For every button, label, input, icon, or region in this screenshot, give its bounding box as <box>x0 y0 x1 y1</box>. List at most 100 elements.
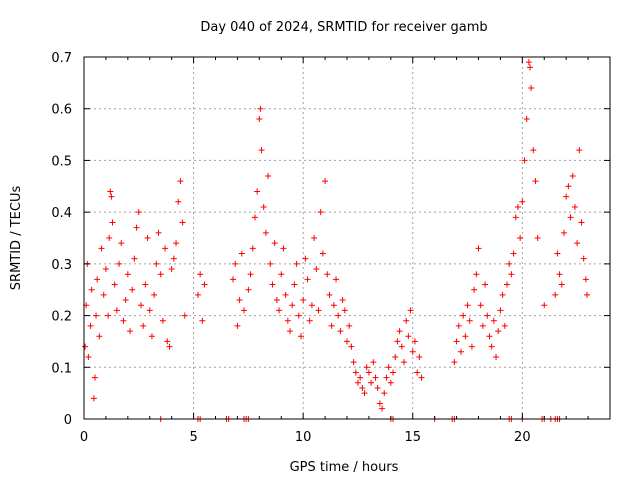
data-point <box>322 178 329 185</box>
data-point <box>236 297 243 304</box>
data-point <box>107 188 114 195</box>
data-point <box>490 317 497 324</box>
data-point <box>567 214 574 221</box>
y-tick-label: 0.5 <box>51 154 72 169</box>
data-point <box>164 338 171 345</box>
data-point <box>254 188 261 195</box>
data-point <box>140 322 147 329</box>
data-point <box>313 266 320 273</box>
data-point <box>326 291 333 298</box>
data-point <box>249 245 256 252</box>
data-point <box>194 291 201 298</box>
data-point <box>335 312 342 319</box>
y-tick-label: 0.4 <box>51 206 72 221</box>
data-point <box>302 255 309 262</box>
data-point <box>304 276 311 283</box>
data-point <box>94 276 101 283</box>
data-point <box>466 317 473 324</box>
data-point <box>508 271 515 278</box>
data-point <box>457 348 464 355</box>
data-point <box>230 276 237 283</box>
data-point <box>583 291 590 298</box>
y-tick-label: 0.7 <box>51 51 72 66</box>
x-tick-label: 20 <box>514 430 531 445</box>
data-point <box>354 379 361 386</box>
data-point <box>124 271 131 278</box>
data-point <box>85 353 92 360</box>
data-point <box>400 359 407 366</box>
data-point <box>576 147 583 154</box>
data-point <box>506 260 513 267</box>
data-point <box>532 178 539 185</box>
data-point <box>284 317 291 324</box>
data-point <box>311 235 318 241</box>
y-tick-label: 0.6 <box>51 103 72 118</box>
data-point <box>488 343 495 350</box>
data-point <box>133 224 140 231</box>
data-point <box>390 369 397 376</box>
data-point <box>499 291 506 298</box>
data-point <box>297 333 304 340</box>
data-point <box>403 317 410 324</box>
data-point <box>464 302 471 309</box>
data-point <box>359 384 366 391</box>
data-point <box>451 359 458 366</box>
data-point <box>88 286 95 293</box>
data-point <box>98 245 105 252</box>
data-point <box>517 235 524 241</box>
data-point <box>82 343 89 350</box>
data-point <box>510 250 517 257</box>
data-point <box>199 317 206 324</box>
y-tick-label: 0 <box>64 413 72 428</box>
data-point <box>315 307 322 314</box>
data-point <box>501 322 508 329</box>
data-point <box>293 260 300 267</box>
data-point <box>129 286 136 293</box>
data-point <box>170 255 177 262</box>
data-point <box>127 328 134 335</box>
y-tick-label: 0.2 <box>51 310 72 325</box>
data-point <box>341 307 348 314</box>
data-point <box>155 229 162 236</box>
data-point <box>295 312 302 319</box>
data-point <box>392 353 399 360</box>
data-point <box>113 307 120 314</box>
data-point <box>333 276 340 283</box>
data-point <box>473 271 480 278</box>
data-point <box>131 255 138 262</box>
data-point <box>569 172 576 179</box>
data-point <box>245 286 252 293</box>
data-point <box>381 390 388 397</box>
data-point <box>96 333 103 340</box>
data-point <box>385 364 392 371</box>
data-point <box>541 302 548 309</box>
data-point <box>287 328 294 335</box>
data-point <box>256 116 263 123</box>
data-point <box>166 343 173 350</box>
data-point <box>387 379 394 386</box>
data-point <box>201 281 208 288</box>
data-point <box>162 245 169 252</box>
data-point <box>151 291 158 298</box>
data-point <box>100 291 107 298</box>
data-point <box>580 255 587 262</box>
data-point <box>177 178 184 185</box>
data-point <box>560 229 567 236</box>
data-point <box>484 312 491 319</box>
y-axis-label: SRMTID / TECUs <box>9 186 24 291</box>
data-point <box>357 374 364 381</box>
data-point <box>396 328 403 335</box>
data-point <box>269 281 276 288</box>
data-point <box>468 343 475 350</box>
data-point <box>493 353 500 360</box>
data-point <box>379 405 386 412</box>
data-point <box>370 359 377 366</box>
data-point <box>405 333 412 340</box>
data-point <box>475 245 482 252</box>
data-point <box>319 250 326 257</box>
data-point <box>416 353 423 360</box>
data-point <box>106 235 113 241</box>
y-tick-label: 0.1 <box>51 361 72 376</box>
data-point <box>306 317 313 324</box>
data-point <box>563 193 570 200</box>
